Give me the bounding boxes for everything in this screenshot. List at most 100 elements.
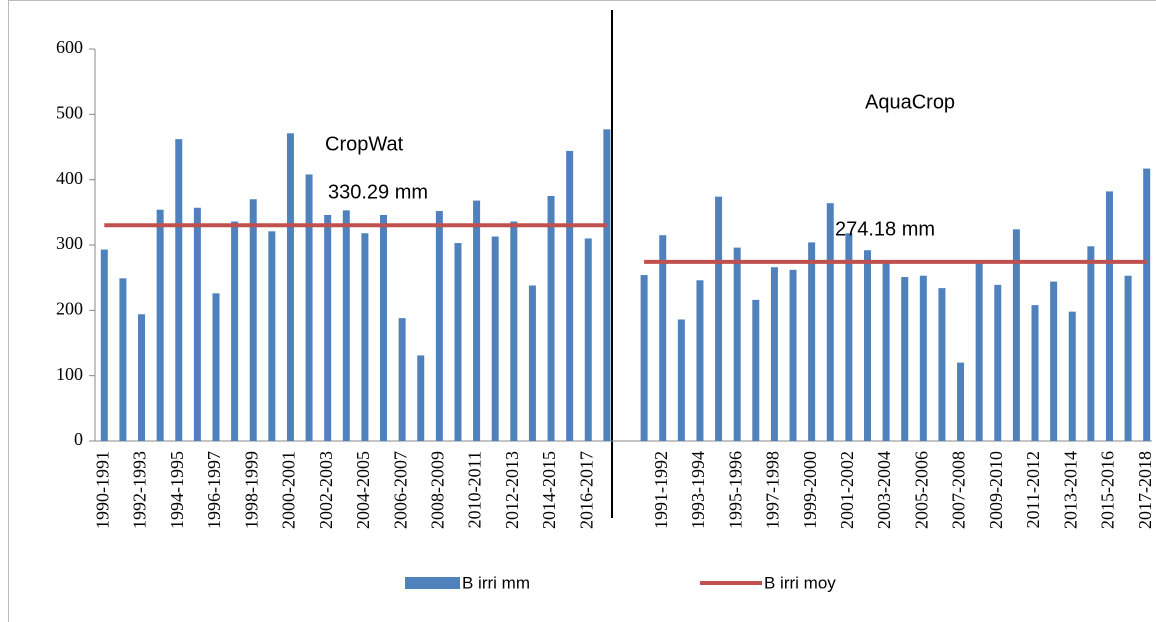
bar xyxy=(640,275,648,441)
x-tick-label: 1996-1997 xyxy=(204,451,224,529)
x-tick-label: 2002-2003 xyxy=(316,451,336,529)
annotation: CropWat xyxy=(325,133,404,155)
x-tick-label: 2004-2005 xyxy=(353,451,373,529)
y-tick-label: 500 xyxy=(56,102,83,122)
x-tick-label: 2009-2010 xyxy=(986,451,1006,529)
bar xyxy=(938,288,946,441)
bar xyxy=(603,129,611,442)
bar xyxy=(882,261,890,441)
bar xyxy=(677,319,685,441)
bar xyxy=(901,277,909,441)
bar xyxy=(156,209,164,441)
y-tick-label: 100 xyxy=(56,364,83,384)
bar xyxy=(417,355,425,441)
bar xyxy=(733,247,741,441)
bar xyxy=(584,238,592,441)
x-tick-label: 2007-2008 xyxy=(949,451,969,529)
bar xyxy=(342,210,350,441)
bar xyxy=(491,236,499,441)
bar xyxy=(659,235,667,441)
y-tick-label: 0 xyxy=(74,429,83,449)
bar xyxy=(231,221,239,441)
y-tick-label: 300 xyxy=(56,233,83,253)
x-tick-label: 2005-2006 xyxy=(911,451,931,529)
x-tick-label: 2017-2018 xyxy=(1135,451,1155,529)
annotation: 274.18 mm xyxy=(835,218,935,240)
x-tick-label: 1992-1993 xyxy=(130,451,150,529)
bar xyxy=(100,249,108,441)
x-tick-label: 1991-1992 xyxy=(651,451,671,529)
bar xyxy=(473,200,481,441)
bar xyxy=(1143,168,1151,441)
bar xyxy=(324,214,332,441)
x-tick-label: 1994-1995 xyxy=(167,451,187,529)
x-tick-label: 2016-2017 xyxy=(576,451,596,529)
x-tick-label: 2015-2016 xyxy=(1098,451,1118,529)
bar xyxy=(994,284,1002,441)
bar xyxy=(957,362,965,441)
x-tick-label: 1993-1994 xyxy=(688,451,708,529)
legend-swatch xyxy=(405,577,460,589)
mean-line xyxy=(104,223,1147,264)
bar xyxy=(1050,281,1058,441)
bar xyxy=(212,293,220,441)
bar xyxy=(435,211,443,441)
bar xyxy=(193,207,201,441)
y-tick-label: 400 xyxy=(56,168,83,188)
bar xyxy=(398,318,406,441)
annotation: 330.29 mm xyxy=(328,181,428,203)
x-tick-label: 2014-2015 xyxy=(539,451,559,529)
bar xyxy=(863,250,871,441)
x-tick-label: 2012-2013 xyxy=(502,451,522,529)
x-tick-label: 2011-2012 xyxy=(1023,451,1043,528)
bar xyxy=(752,299,760,441)
bar xyxy=(119,278,127,441)
bar xyxy=(528,285,536,441)
x-tick-label: 2010-2011 xyxy=(465,451,485,528)
bar xyxy=(138,314,146,441)
bar xyxy=(1124,275,1132,441)
x-tick-label: 2008-2009 xyxy=(427,451,447,529)
bar xyxy=(1087,246,1095,441)
bar xyxy=(919,275,927,441)
bar xyxy=(715,196,723,441)
bar xyxy=(175,139,183,441)
y-tick-label: 600 xyxy=(56,37,83,57)
bar xyxy=(808,242,816,441)
bar xyxy=(975,261,983,441)
bar xyxy=(249,199,257,441)
bar xyxy=(1068,311,1076,441)
x-tick-label: 2003-2004 xyxy=(874,451,894,529)
x-tick-label: 1990-1991 xyxy=(92,451,112,529)
x-tick-label: 1998-1999 xyxy=(241,451,261,529)
y-tick-label: 200 xyxy=(56,298,83,318)
legend-label: B irri moy xyxy=(764,573,836,592)
bar xyxy=(268,231,276,441)
chart-frame xyxy=(8,0,1156,622)
bar xyxy=(1105,191,1113,441)
bar xyxy=(566,150,574,442)
x-tick-label: 1999-2000 xyxy=(800,451,820,529)
x-tick-label: 2000-2001 xyxy=(279,451,299,529)
x-tick-label: 1997-1998 xyxy=(763,451,783,529)
legend-label: B irri mm xyxy=(462,573,530,592)
bar xyxy=(789,269,797,441)
bar xyxy=(454,243,462,441)
bar xyxy=(286,133,294,441)
bar xyxy=(770,267,778,441)
bar xyxy=(510,221,518,441)
bar xyxy=(696,280,704,441)
x-tick-label: 1995-1996 xyxy=(725,451,745,529)
bar xyxy=(380,214,388,441)
bar xyxy=(845,233,853,441)
bar xyxy=(826,203,834,441)
bar xyxy=(547,196,555,441)
bar xyxy=(361,233,369,441)
bar xyxy=(305,174,313,441)
bar xyxy=(1012,229,1020,441)
x-tick-label: 2001-2002 xyxy=(837,451,857,529)
bar xyxy=(1031,305,1039,441)
x-tick-label: 2006-2007 xyxy=(390,451,410,529)
annotation: AquaCrop xyxy=(865,91,955,113)
